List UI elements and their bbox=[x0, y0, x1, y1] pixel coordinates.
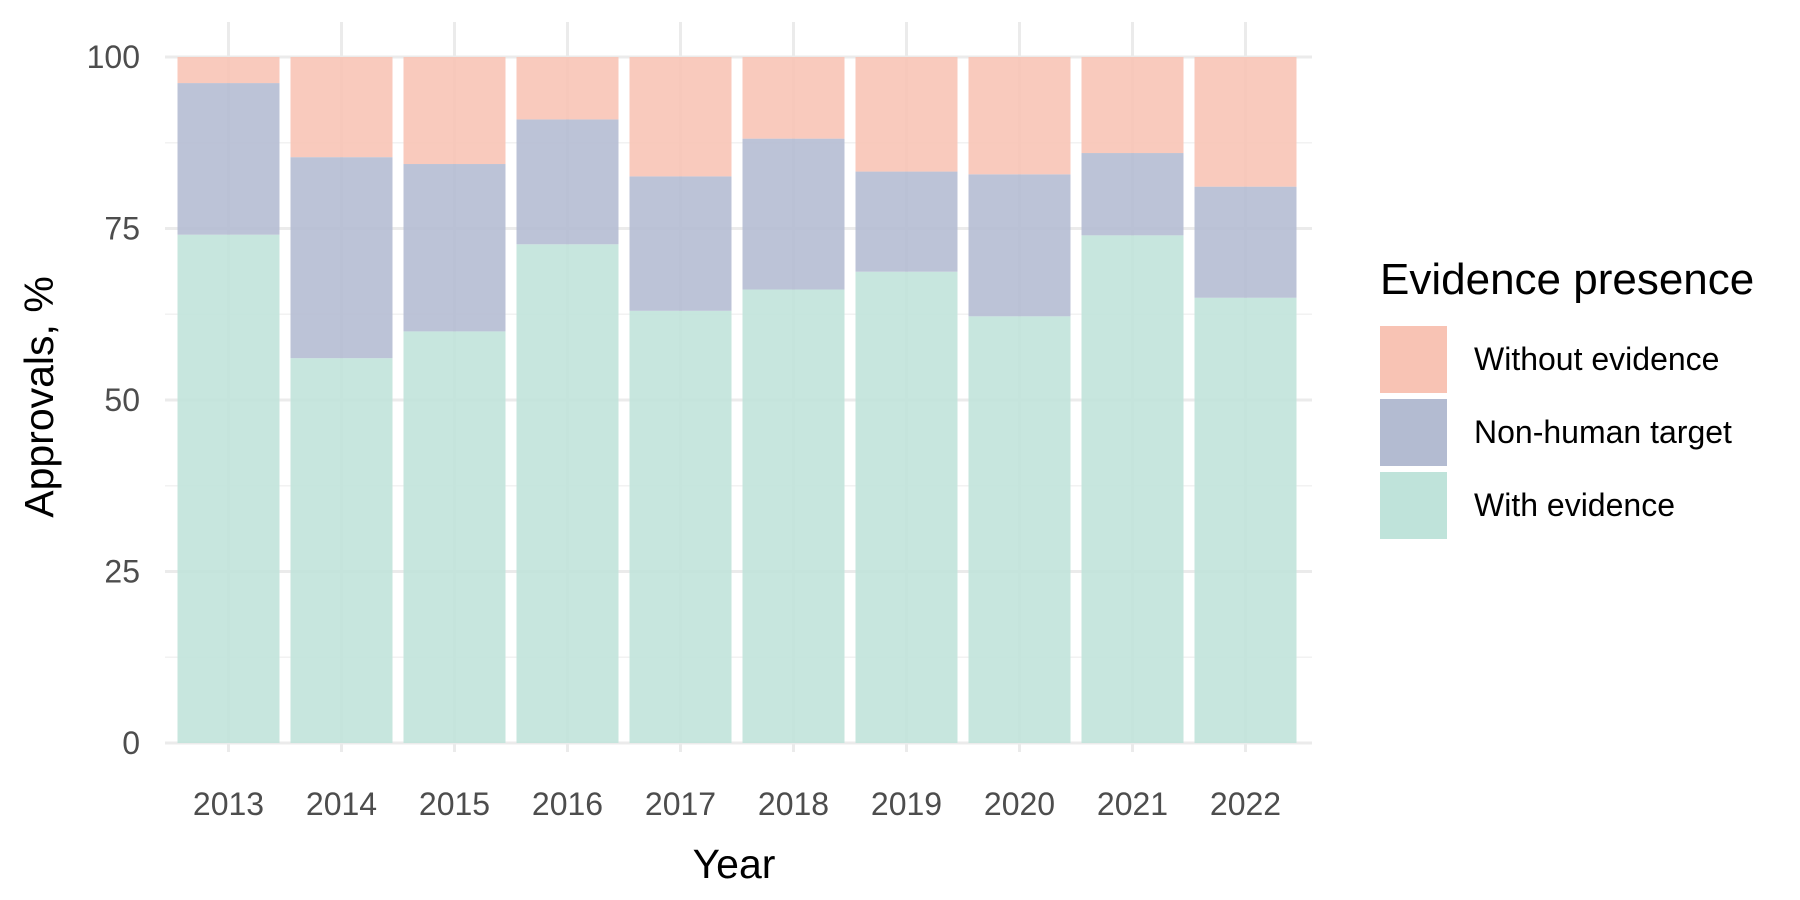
legend-swatch-without bbox=[1380, 326, 1447, 393]
x-tick-label: 2018 bbox=[758, 786, 829, 822]
legend-item-nonhuman: Non-human target bbox=[1380, 396, 1754, 469]
x-axis-title: Year bbox=[693, 841, 776, 887]
x-tick-label: 2020 bbox=[984, 786, 1055, 822]
bar-nonhuman-2014 bbox=[290, 157, 393, 359]
bar-with-2013 bbox=[177, 234, 280, 743]
y-tick-label: 100 bbox=[87, 39, 140, 75]
legend-swatch-with bbox=[1380, 472, 1447, 539]
x-axis-ticks: 2013 2014 2015 2016 2017 2018 2019 2020 2021 2022 bbox=[193, 786, 1281, 822]
bar-without-2019 bbox=[855, 57, 958, 172]
legend-items: Without evidence Non-human target With evi… bbox=[1380, 323, 1754, 542]
bar-with-2016 bbox=[516, 244, 619, 743]
x-tick-label: 2017 bbox=[645, 786, 716, 822]
bar-without-2015 bbox=[403, 57, 506, 165]
bar-with-2017 bbox=[629, 310, 732, 743]
bar-with-2021 bbox=[1081, 235, 1184, 744]
bar-without-2020 bbox=[968, 57, 1071, 175]
bar-without-2017 bbox=[629, 57, 732, 177]
y-axis-title: Approvals, % bbox=[16, 276, 62, 518]
y-axis-ticks: 0 25 50 75 100 bbox=[87, 39, 140, 761]
x-tick-label: 2016 bbox=[532, 786, 603, 822]
bar-nonhuman-2016 bbox=[516, 119, 619, 245]
bar-without-2016 bbox=[516, 57, 619, 120]
bar-nonhuman-2017 bbox=[629, 176, 732, 311]
x-tick-label: 2022 bbox=[1210, 786, 1281, 822]
bar-nonhuman-2021 bbox=[1081, 153, 1184, 236]
legend-label-nonhuman: Non-human target bbox=[1474, 414, 1732, 450]
bar-with-2014 bbox=[290, 358, 393, 743]
bar-with-2020 bbox=[968, 316, 1071, 743]
bar-without-2022 bbox=[1194, 57, 1297, 187]
legend-label-with: With evidence bbox=[1474, 487, 1675, 523]
bar-nonhuman-2013 bbox=[177, 83, 280, 235]
bar-nonhuman-2015 bbox=[403, 164, 506, 332]
y-tick-label: 50 bbox=[104, 382, 140, 418]
legend-item-without: Without evidence bbox=[1380, 323, 1754, 396]
legend-label-without: Without evidence bbox=[1474, 341, 1720, 377]
bar-without-2014 bbox=[290, 57, 393, 158]
bar-without-2018 bbox=[742, 57, 845, 139]
bar-with-2019 bbox=[855, 271, 958, 743]
bar-nonhuman-2020 bbox=[968, 174, 1071, 317]
y-tick-label: 25 bbox=[104, 554, 140, 590]
bars bbox=[177, 57, 1297, 744]
y-tick-label: 75 bbox=[104, 211, 140, 247]
bar-with-2015 bbox=[403, 331, 506, 743]
bar-nonhuman-2018 bbox=[742, 138, 845, 290]
x-tick-label: 2014 bbox=[306, 786, 377, 822]
x-tick-label: 2013 bbox=[193, 786, 264, 822]
bar-with-2018 bbox=[742, 289, 845, 743]
y-tick-label: 0 bbox=[122, 725, 140, 761]
x-tick-label: 2021 bbox=[1097, 786, 1168, 822]
legend-title: Evidence presence bbox=[1380, 255, 1755, 304]
legend-swatch-nonhuman bbox=[1380, 399, 1447, 466]
bar-nonhuman-2019 bbox=[855, 171, 958, 272]
legend: Evidence presence Without evidence Non-hu… bbox=[1380, 255, 1754, 542]
x-tick-label: 2015 bbox=[419, 786, 490, 822]
legend-item-with: With evidence bbox=[1380, 469, 1754, 542]
bar-without-2021 bbox=[1081, 57, 1184, 154]
bar-with-2022 bbox=[1194, 297, 1297, 743]
x-tick-label: 2019 bbox=[871, 786, 942, 822]
bar-without-2013 bbox=[177, 57, 280, 84]
bar-nonhuman-2022 bbox=[1194, 186, 1297, 298]
